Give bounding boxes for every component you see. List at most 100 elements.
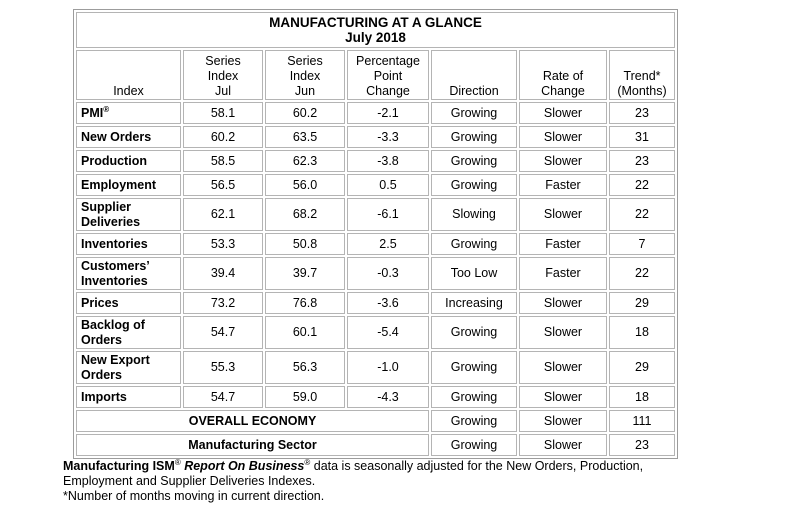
table-title-line2: July 2018 (345, 30, 406, 45)
footnote-line-2: Employment and Supplier Deliveries Index… (63, 474, 316, 488)
series-index-jun-cell: 63.5 (265, 126, 345, 148)
point-change-cell: -6.1 (347, 198, 429, 231)
table-row: PMI® 58.1 60.2 -2.1 Growing Slower 23 (76, 102, 675, 124)
header-rate-of-change: Rate of Change (519, 50, 607, 100)
point-change-cell: 2.5 (347, 233, 429, 255)
table-row: Prices 73.2 76.8 -3.6 Increasing Slower 29 (76, 292, 675, 314)
rate-of-change-cell: Slower (519, 434, 607, 456)
header-index: Index (76, 50, 181, 100)
point-change-cell: -3.3 (347, 126, 429, 148)
index-name-cell: Customers’ Inventories (76, 257, 181, 290)
index-name-text: Supplier (81, 199, 132, 214)
direction-cell: Growing (431, 126, 517, 148)
header-trend-line: (Months) (617, 84, 667, 98)
trend-months-cell: 111 (609, 410, 675, 432)
index-name: PMI® (81, 104, 176, 121)
series-index-jun-cell: 56.3 (265, 351, 345, 384)
index-name-cell: Prices (76, 292, 181, 314)
header-series-index-jul-line: Series (205, 54, 241, 68)
header-series-index-jul-line: Jul (215, 84, 231, 98)
index-name: Deliveries (81, 215, 176, 230)
point-change-cell: -0.3 (347, 257, 429, 290)
point-change-cell: -5.4 (347, 316, 429, 349)
table-row: New Export Orders 55.3 56.3 -1.0 Growing Slowe… (76, 351, 675, 384)
series-index-jul-cell: 58.5 (183, 150, 263, 172)
header-series-index-jun-line: Series (287, 54, 323, 68)
header-percentage-point-change-line: Change (366, 84, 410, 98)
footnote-report-on-business: Report On Business (184, 459, 305, 473)
trend-months-cell: 23 (609, 102, 675, 124)
direction-cell: Growing (431, 174, 517, 196)
footnote-ism: Manufacturing ISM (63, 459, 175, 473)
series-index-jul-cell: 62.1 (183, 198, 263, 231)
rate-of-change-cell: Slower (519, 410, 607, 432)
direction-cell: Growing (431, 434, 517, 456)
series-index-jun-cell: 68.2 (265, 198, 345, 231)
trend-months-cell: 29 (609, 292, 675, 314)
index-name: Orders (81, 368, 176, 383)
direction-cell: Growing (431, 410, 517, 432)
registered-mark: ® (103, 104, 110, 114)
header-series-index-jun: Series Index Jun (265, 50, 345, 100)
header-trend-line: Trend* (623, 69, 661, 83)
header-row: Index Series Index Jul Series Index Jun Percent… (76, 50, 675, 100)
index-name: Inventories (81, 237, 176, 252)
header-series-index-jul: Series Index Jul (183, 50, 263, 100)
series-index-jul-cell: 55.3 (183, 351, 263, 384)
index-name-cell: New Export Orders (76, 351, 181, 384)
rate-of-change-cell: Slower (519, 102, 607, 124)
summary-label: Manufacturing Sector (76, 434, 429, 456)
index-name: Backlog of (81, 318, 176, 333)
index-name-text: Employment (81, 177, 157, 192)
direction-cell: Too Low (431, 257, 517, 290)
trend-months-cell: 23 (609, 434, 675, 456)
table-title: MANUFACTURING AT A GLANCE July 2018 (76, 12, 675, 48)
index-name-text: Prices (81, 295, 119, 310)
rate-of-change-cell: Slower (519, 150, 607, 172)
trend-months-cell: 29 (609, 351, 675, 384)
rate-of-change-cell: Faster (519, 257, 607, 290)
index-name: New Export (81, 353, 176, 368)
index-name-text: Imports (81, 389, 127, 404)
index-name: Inventories (81, 274, 176, 289)
series-index-jun-cell: 39.7 (265, 257, 345, 290)
series-index-jun-cell: 60.2 (265, 102, 345, 124)
index-name-cell: New Orders (76, 126, 181, 148)
trend-months-cell: 31 (609, 126, 675, 148)
trend-months-cell: 22 (609, 174, 675, 196)
index-name-text: New Orders (81, 129, 152, 144)
header-trend: Trend* (Months) (609, 50, 675, 100)
table-row: Inventories 53.3 50.8 2.5 Growing Faster 7 (76, 233, 675, 255)
index-name-text: Orders (81, 332, 122, 347)
header-percentage-point-change-line: Point (373, 69, 403, 83)
index-name-text: Orders (81, 367, 122, 382)
index-name-cell: Backlog of Orders (76, 316, 181, 349)
manufacturing-at-a-glance-table: MANUFACTURING AT A GLANCE July 2018 Inde… (73, 9, 678, 459)
series-index-jul-cell: 73.2 (183, 292, 263, 314)
series-index-jun-cell: 56.0 (265, 174, 345, 196)
direction-cell: Growing (431, 102, 517, 124)
table-row: Supplier Deliveries 62.1 68.2 -6.1 Slowing Slo… (76, 198, 675, 231)
index-name: Customers’ (81, 259, 176, 274)
table-row: New Orders 60.2 63.5 -3.3 Growing Slower 31 (76, 126, 675, 148)
header-direction-line: Direction (449, 84, 499, 98)
summary-row: OVERALL ECONOMY Growing Slower 111 (76, 410, 675, 432)
table-row: Production 58.5 62.3 -3.8 Growing Slower 23 (76, 150, 675, 172)
point-change-cell: 0.5 (347, 174, 429, 196)
index-name: Employment (81, 178, 176, 193)
header-series-index-jul-line: Index (207, 69, 239, 83)
header-index-line: Index (113, 84, 144, 98)
point-change-cell: -3.8 (347, 150, 429, 172)
rate-of-change-cell: Slower (519, 386, 607, 408)
footnote-line-1: Manufacturing ISM® Report On Business® d… (63, 459, 783, 474)
series-index-jun-cell: 59.0 (265, 386, 345, 408)
header-rate-of-change-line: Change (541, 84, 585, 98)
trend-months-cell: 22 (609, 198, 675, 231)
footnote-line-3: *Number of months moving in current dire… (63, 489, 325, 503)
header-percentage-point-change: Percentage Point Change (347, 50, 429, 100)
rate-of-change-cell: Slower (519, 198, 607, 231)
point-change-cell: -3.6 (347, 292, 429, 314)
footnote-reg-mark-1: ® (174, 458, 181, 467)
index-name-text: Customers’ (81, 258, 150, 273)
summary-label: OVERALL ECONOMY (76, 410, 429, 432)
